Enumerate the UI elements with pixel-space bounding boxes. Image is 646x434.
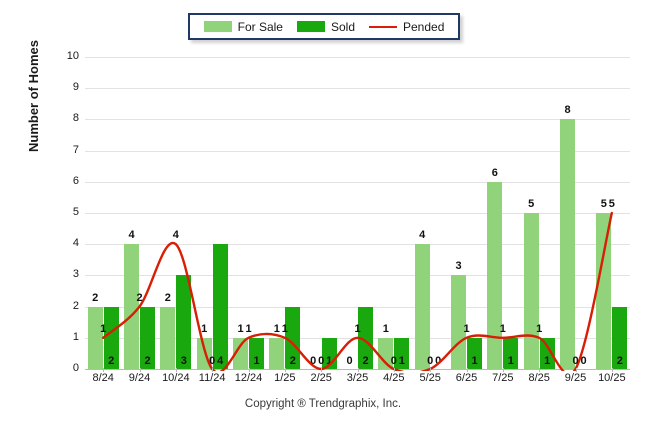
y-axis-tick-label: 2 (72, 299, 79, 312)
chart-legend: For Sale Sold Pended (188, 13, 460, 40)
bar-sold[interactable] (285, 306, 301, 369)
y-axis-tick-label: 0 (72, 362, 79, 374)
x-axis-tick (502, 368, 504, 372)
x-axis-tick (357, 368, 359, 372)
x-axis-tick-label: 10/25 (598, 372, 626, 384)
x-axis-tick (103, 368, 105, 372)
bar-for-sale[interactable] (233, 337, 248, 369)
bar-for-sale[interactable] (487, 181, 503, 369)
bar-sold[interactable] (394, 337, 410, 369)
y-axis-tick-label: 4 (72, 237, 79, 250)
gridline (85, 244, 630, 246)
gridline (85, 88, 630, 90)
x-axis-tick (212, 368, 214, 372)
bar-sold[interactable] (612, 306, 628, 369)
gridline (85, 181, 630, 183)
x-axis-tick-label: 5/25 (419, 372, 441, 384)
bar-for-sale[interactable] (378, 337, 394, 369)
x-axis-tick-label: 6/25 (455, 372, 478, 384)
legend-item-pended[interactable]: Pended (369, 20, 444, 34)
gridline (85, 57, 630, 58)
x-axis-tick-label: 10/24 (162, 372, 190, 384)
pended-line-path (101, 211, 614, 371)
gridline (85, 275, 630, 277)
bar-for-sale[interactable] (124, 244, 139, 369)
bar-sold[interactable] (358, 306, 373, 369)
x-axis-tick (611, 368, 613, 372)
y-axis-tick-label: 1 (72, 330, 79, 343)
x-axis-tick (175, 368, 177, 372)
x-axis-tick (139, 368, 141, 372)
bar-sold[interactable] (103, 306, 119, 369)
bar-for-sale[interactable] (560, 119, 575, 369)
legend-label: Pended (403, 19, 445, 34)
y-axis-tick-label: 8 (72, 112, 79, 125)
y-axis-tick-label: 3 (72, 268, 79, 281)
x-axis-tick (321, 368, 323, 372)
x-axis-tick (575, 368, 577, 372)
x-axis-tick (539, 368, 541, 372)
legend-item-sold[interactable]: Sold (296, 19, 355, 34)
x-axis-tick-label: 8/25 (528, 372, 550, 384)
legend-swatch-icon (203, 21, 232, 32)
x-axis-tick-label: 7/25 (492, 372, 514, 384)
y-axis-tick-label: 7 (72, 143, 79, 156)
bar-for-sale[interactable] (414, 244, 430, 369)
bar-for-sale[interactable] (523, 213, 539, 369)
x-axis-tick-label: 11/24 (198, 372, 226, 384)
copyright-notice: Copyright ® Trendgraphix, Inc. (244, 398, 402, 410)
legend-label: For Sale (237, 19, 283, 34)
gridline (85, 150, 630, 152)
x-axis-tick-label: 9/25 (564, 372, 587, 384)
bar-sold[interactable] (176, 275, 192, 369)
x-axis-tick-label: 3/25 (346, 372, 369, 384)
x-axis-tick (248, 368, 250, 372)
legend-swatch-icon (296, 21, 325, 32)
x-axis-tick-label: 9/24 (128, 372, 151, 384)
legend-item-for-sale[interactable]: For Sale (203, 19, 283, 34)
x-axis-tick-label: 8/24 (92, 372, 114, 384)
bar-sold[interactable] (249, 337, 264, 369)
bar-for-sale[interactable] (160, 306, 176, 369)
x-axis-tick (393, 368, 395, 372)
legend-line-marker-icon (369, 25, 397, 28)
bar-for-sale[interactable] (87, 306, 103, 369)
plot-area: 0 1 2 3 4 5 6 7 8 9 10 2 2 4 2 2 3 1 4 1 1 1 2 0 1 0 2 1 1 4 0 3 1 6 1 5 1 8 0… (67, 50, 630, 374)
x-axis-tick-label: 2/25 (310, 372, 332, 384)
y-axis-title: Number of Homes (26, 40, 41, 152)
bar-sold[interactable] (467, 337, 482, 369)
bar-for-sale[interactable] (269, 337, 285, 369)
bar-sold[interactable] (140, 306, 155, 369)
x-axis-tick (284, 368, 286, 372)
x-axis-tick (466, 368, 468, 372)
x-axis-tick-label: 4/25 (383, 372, 405, 384)
bar-sold[interactable] (212, 244, 228, 369)
y-axis-tick-label: 10 (66, 50, 79, 62)
gridline (85, 119, 630, 121)
pended-line-series (101, 211, 614, 371)
x-axis-tick-label: 12/24 (234, 372, 263, 384)
x-axis-tick (430, 368, 432, 372)
bar-sold[interactable] (539, 337, 555, 369)
bar-for-sale[interactable] (596, 213, 612, 369)
x-axis-tick-label: 1/25 (274, 372, 296, 384)
gridline (85, 213, 630, 214)
legend-label: Sold (330, 19, 355, 34)
bar-sold[interactable] (503, 337, 519, 369)
y-axis-tick-label: 6 (72, 174, 79, 187)
x-axis-labels: 8/24 9/24 10/24 11/24 12/24 1/25 2/25 3/25 4/25 5… (85, 368, 630, 392)
gridline (85, 306, 630, 308)
y-axis-tick-label: 5 (72, 206, 79, 218)
y-axis-tick-label: 9 (72, 81, 79, 94)
